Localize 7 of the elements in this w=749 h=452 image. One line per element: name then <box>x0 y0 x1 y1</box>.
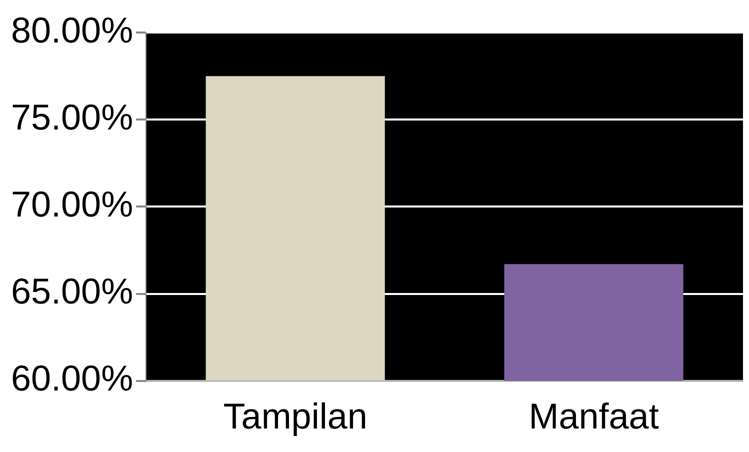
x-tick-label: Tampilan <box>223 395 368 436</box>
y-tick-label: 75.00% <box>10 96 134 138</box>
y-tick-label: 80.00% <box>10 10 134 51</box>
y-tick-label: 60.00% <box>10 358 134 399</box>
x-tick-label: Manfaat <box>528 395 659 436</box>
y-tick-label: 65.00% <box>10 270 134 312</box>
y-tick-label: 70.00% <box>10 184 134 225</box>
